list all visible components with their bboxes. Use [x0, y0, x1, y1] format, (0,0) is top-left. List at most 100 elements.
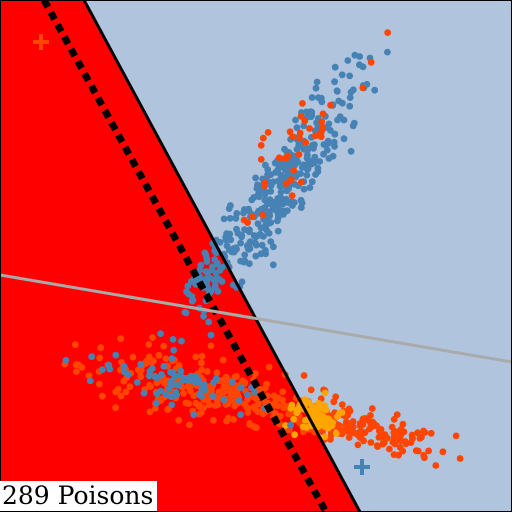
data-point: [306, 125, 313, 132]
data-point: [148, 359, 156, 366]
data-point: [133, 379, 141, 386]
data-point: [331, 130, 339, 138]
data-point: [308, 111, 316, 119]
data-point: [307, 386, 315, 394]
data-point: [276, 176, 284, 184]
data-point: [340, 135, 348, 143]
data-point: [318, 118, 326, 126]
data-point: [288, 176, 295, 184]
data-point: [246, 421, 254, 428]
data-point: [432, 462, 440, 469]
data-point: [234, 229, 242, 237]
data-point: [259, 134, 267, 142]
data-point: [241, 206, 248, 213]
data-point: [270, 392, 278, 400]
data-point: [338, 401, 346, 408]
data-point: [173, 381, 181, 389]
data-point: [269, 261, 277, 269]
data-point: [339, 99, 346, 107]
data-point: [251, 370, 259, 378]
data-point: [243, 242, 251, 250]
data-point: [346, 72, 354, 80]
data-point: [252, 233, 259, 241]
data-point: [323, 146, 331, 154]
data-point: [122, 388, 130, 396]
data-point: [303, 154, 311, 162]
data-point: [264, 166, 272, 173]
data-point: [309, 141, 316, 149]
data-point: [96, 354, 104, 362]
data-point: [321, 433, 329, 441]
data-point: [274, 227, 282, 235]
data-point: [112, 351, 120, 359]
data-point: [98, 366, 106, 374]
data-point: [157, 387, 165, 395]
data-point: [325, 155, 333, 162]
data-point: [308, 94, 316, 101]
data-point: [198, 359, 205, 367]
data-point: [302, 139, 310, 147]
data-point: [117, 392, 125, 400]
data-point: [274, 217, 281, 225]
data-point: [285, 185, 292, 193]
data-point: [227, 396, 234, 404]
data-point: [359, 63, 367, 71]
data-point: [303, 171, 311, 179]
data-point: [390, 416, 398, 423]
data-point: [277, 188, 285, 196]
data-point: [308, 178, 316, 186]
data-point: [85, 372, 93, 379]
data-point: [294, 407, 302, 414]
data-point: [311, 127, 319, 134]
data-point: [324, 415, 332, 422]
data-point: [169, 370, 177, 377]
data-point: [313, 78, 321, 86]
data-point: [170, 346, 178, 354]
data-point: [120, 362, 128, 370]
data-point: [252, 252, 260, 260]
data-point: [203, 368, 211, 375]
data-point: [331, 63, 339, 71]
data-point: [157, 330, 165, 337]
poison-count-caption: 289 Poisons: [0, 481, 158, 511]
gray-boundary-line: [0, 273, 512, 364]
data-point: [162, 391, 170, 398]
data-point: [312, 84, 320, 92]
data-point: [271, 159, 279, 167]
data-point: [112, 404, 119, 412]
data-point: [218, 278, 226, 285]
data-point: [317, 94, 325, 102]
data-point: [291, 199, 298, 206]
data-point: [300, 161, 307, 169]
data-point: [299, 100, 306, 107]
data-point: [211, 284, 219, 291]
data-point: [153, 399, 160, 407]
data-point: [343, 418, 350, 426]
data-point: [219, 377, 226, 384]
data-point: [425, 447, 432, 455]
data-point: [232, 214, 240, 222]
data-point: [205, 401, 213, 409]
data-point: [196, 266, 204, 274]
data-point: [292, 116, 299, 124]
data-point: [354, 441, 362, 449]
data-point: [296, 134, 303, 142]
data-point: [207, 342, 215, 350]
data-point: [330, 398, 338, 406]
data-point: [227, 202, 234, 209]
data-point: [281, 145, 288, 153]
data-point: [188, 293, 196, 300]
data-point: [340, 116, 348, 124]
data-point: [328, 422, 336, 429]
data-point: [416, 434, 424, 442]
data-point: [160, 362, 168, 370]
data-point: [368, 423, 375, 431]
data-point: [212, 269, 220, 277]
data-point: [359, 415, 367, 423]
data-point: [282, 180, 290, 188]
data-point: [332, 430, 340, 437]
data-point: [271, 201, 279, 209]
data-point: [396, 444, 404, 451]
data-point: [187, 387, 194, 395]
